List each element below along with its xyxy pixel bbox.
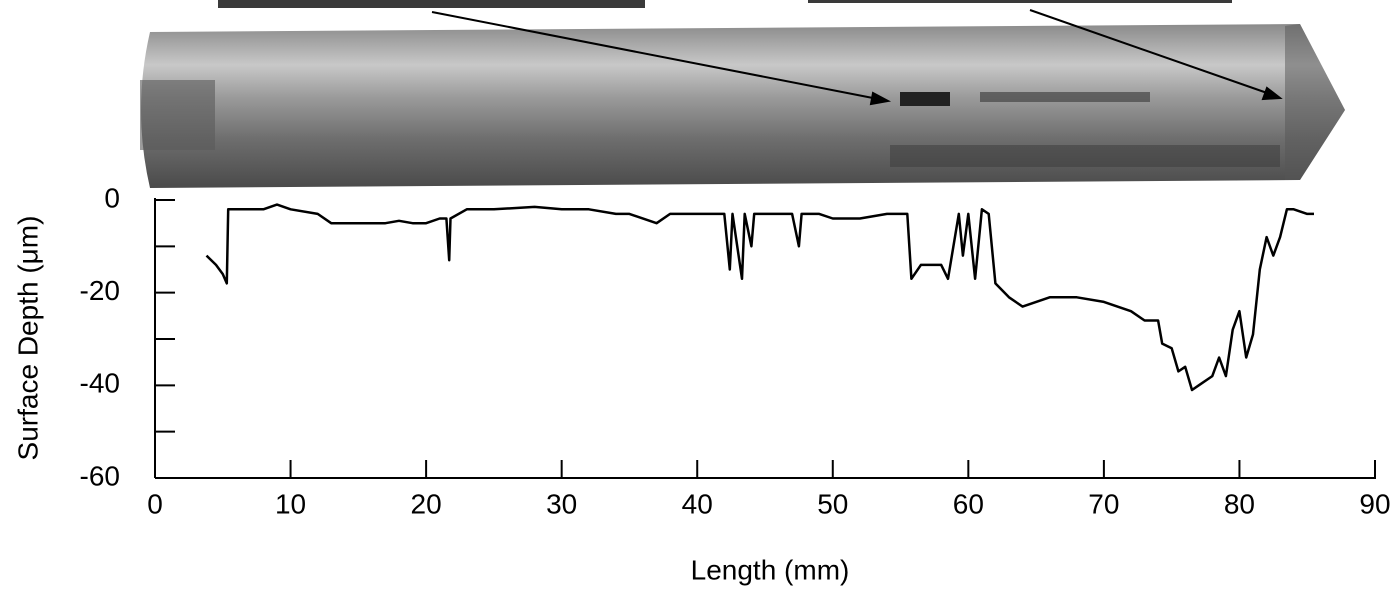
- x-tick-label: 70: [1088, 488, 1119, 519]
- x-tick-label: 30: [546, 488, 577, 519]
- inset-photo: [808, 0, 1232, 3]
- x-tick-label: 10: [275, 488, 306, 519]
- x-tick-label: 80: [1224, 488, 1255, 519]
- x-tick-label: 20: [411, 488, 442, 519]
- rod-photo: [140, 24, 1345, 188]
- y-tick-label: -20: [80, 275, 120, 306]
- y-axis-title: Surface Depth (μm): [12, 216, 43, 461]
- x-axis-title: Length (mm): [691, 554, 850, 585]
- x-tick-label: 90: [1359, 488, 1390, 519]
- inset-photo: [218, 0, 645, 8]
- x-tick-label: 0: [147, 488, 163, 519]
- y-tick-label: -40: [80, 368, 120, 399]
- plot-area: 0 10 20 30 40 50 60 70 80 90 0 -20 -40 -60: [80, 182, 1391, 519]
- y-tick-label: -60: [80, 460, 120, 491]
- x-tick-label: 60: [953, 488, 984, 519]
- x-tick-label: 40: [682, 488, 713, 519]
- y-tick-label: 0: [104, 182, 120, 213]
- x-tick-label: 50: [817, 488, 848, 519]
- arrow: [431, 9, 1283, 106]
- data-line: [205, 203, 1314, 392]
